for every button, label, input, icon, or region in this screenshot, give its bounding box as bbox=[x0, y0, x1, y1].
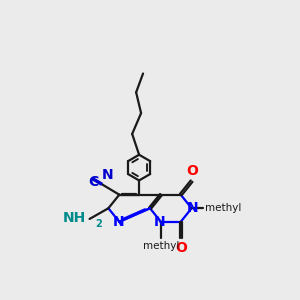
Text: N: N bbox=[187, 201, 198, 215]
Text: methyl: methyl bbox=[205, 203, 241, 213]
Text: 2: 2 bbox=[95, 219, 102, 229]
Text: N: N bbox=[154, 215, 166, 229]
Text: methyl: methyl bbox=[143, 242, 179, 251]
Text: NH: NH bbox=[62, 211, 86, 225]
Text: N: N bbox=[102, 168, 113, 182]
Text: O: O bbox=[175, 241, 187, 255]
Text: N: N bbox=[112, 215, 124, 229]
Text: C: C bbox=[88, 175, 98, 189]
Text: O: O bbox=[187, 164, 199, 178]
